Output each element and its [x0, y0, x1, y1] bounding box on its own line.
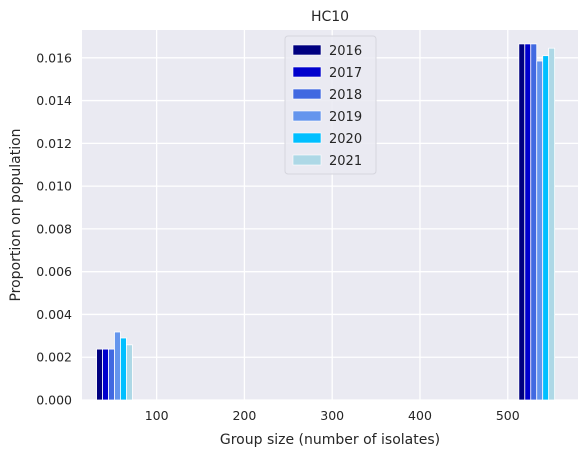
- legend-swatch-2019: [292, 110, 322, 122]
- x-tick-label: 500: [496, 408, 520, 423]
- y-tick-labels: 0.000 0.002 0.004 0.006 0.008 0.010 0.012 0.014…: [36, 50, 72, 407]
- chart-title: HC10: [311, 9, 349, 25]
- y-tick-label: 0.006: [36, 264, 72, 279]
- x-tick-label: 100: [145, 408, 169, 423]
- bar-2016-group-1: [96, 348, 103, 401]
- bar-2019-group-1: [114, 331, 121, 401]
- bar-2017-group-2: [524, 43, 532, 401]
- y-tick-label: 0.014: [36, 93, 72, 108]
- bar-2020-group-1: [120, 337, 127, 401]
- bar-2020-group-2: [542, 55, 550, 401]
- x-tick-label: 200: [232, 408, 256, 423]
- bar-2021-group-1: [126, 344, 133, 401]
- legend-label-2016: 2016: [329, 44, 362, 59]
- y-tick-label: 0.016: [36, 50, 72, 65]
- legend-label-2019: 2019: [329, 110, 362, 125]
- legend-swatch-2017: [292, 66, 322, 78]
- legend-label-2020: 2020: [329, 132, 362, 147]
- legend-swatch-2016: [292, 44, 322, 56]
- legend-label-2018: 2018: [329, 88, 362, 103]
- bar-2019-group-2: [536, 60, 544, 401]
- y-tick-label: 0.002: [36, 350, 72, 365]
- legend-label-2021: 2021: [329, 154, 362, 169]
- x-tick-labels: 100 200 300 400 500: [145, 408, 520, 423]
- bar-2016-group-2: [518, 43, 526, 401]
- legend-label-2017: 2017: [329, 66, 362, 81]
- y-axis-label: Proportion on population: [8, 128, 24, 301]
- legend-swatch-2018: [292, 88, 322, 100]
- y-tick-label: 0.010: [36, 179, 72, 194]
- legend-swatch-2020: [292, 132, 322, 144]
- y-tick-label: 0.004: [36, 307, 72, 322]
- x-tick-label: 300: [320, 408, 344, 423]
- y-tick-label: 0.000: [36, 393, 72, 408]
- bar-2017-group-1: [102, 348, 109, 401]
- x-axis-label: Group size (number of isolates): [220, 432, 440, 448]
- bars-layer: [96, 43, 556, 401]
- bar-2018-group-2: [530, 43, 538, 401]
- legend-swatch-2021: [292, 154, 322, 166]
- legend: 2016 2017 2018 2019 2020 2021: [284, 35, 377, 175]
- bar-2018-group-1: [108, 348, 115, 401]
- bar-2021-group-2: [548, 47, 556, 401]
- y-tick-label: 0.012: [36, 136, 72, 151]
- y-tick-label: 0.008: [36, 221, 72, 236]
- x-tick-label: 400: [408, 408, 432, 423]
